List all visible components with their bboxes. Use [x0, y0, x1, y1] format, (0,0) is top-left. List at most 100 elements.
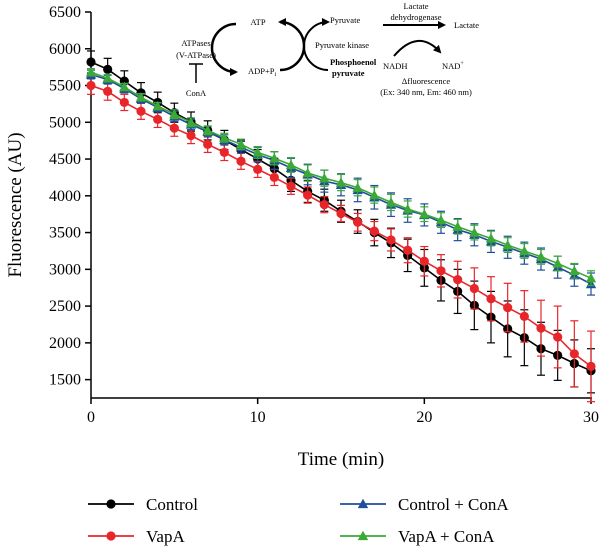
series-layer [85, 50, 597, 403]
legend-swatch-marker [357, 498, 369, 509]
data-point [85, 67, 97, 77]
data-point [86, 80, 96, 91]
data-point [202, 125, 213, 135]
data-point [169, 123, 179, 133]
pyruvate-kinase-arrow [303, 18, 330, 71]
diagram-nadh: NADH [383, 61, 408, 71]
data-point [485, 233, 497, 243]
data-point [469, 227, 480, 237]
data-point [469, 283, 479, 294]
legend-swatch-marker [106, 499, 116, 509]
data-point [252, 147, 263, 157]
data-point [119, 81, 130, 92]
diagram-exem: (Ex: 340 nm, Em: 460 nm) [380, 87, 472, 97]
data-point [285, 159, 297, 170]
legend-swatch-marker [106, 531, 116, 541]
data-point [536, 323, 546, 333]
data-point [135, 92, 147, 102]
data-point [219, 132, 230, 142]
x-ticks: 0 10 20 30 [87, 398, 599, 426]
x-tick-label: 10 [250, 409, 266, 426]
data-point [352, 182, 363, 192]
data-point [236, 156, 246, 166]
data-point [286, 181, 296, 191]
y-tick-label: 5000 [49, 114, 81, 131]
diagram-pyruvate-kinase: Pyruvate kinase [315, 40, 369, 50]
data-point [569, 265, 580, 275]
data-point [453, 275, 463, 285]
legend-label: VapA + ConA [398, 527, 495, 546]
y-tick-label: 3000 [49, 261, 81, 278]
data-point [435, 214, 447, 225]
diagram-ldh-1: Lactate [403, 1, 428, 11]
y-axis-title: Fluorescence (AU) [5, 132, 26, 277]
legend: Control VapA Control + ConA VapA + ConA [88, 495, 509, 546]
data-point [319, 200, 329, 210]
data-point [103, 64, 113, 74]
diagram-pyruvate: Pyruvate [330, 15, 360, 25]
diagram-lactate: Lactate [454, 20, 479, 30]
diagram-adp: ADP+Pi [248, 66, 277, 78]
data-point [186, 130, 196, 141]
data-point [136, 106, 146, 116]
data-point [369, 226, 379, 236]
diagram-atpases: ATPases [181, 38, 210, 48]
legend-label: VapA [146, 527, 185, 546]
data-point [119, 97, 129, 108]
data-point [86, 57, 96, 67]
x-axis-title: Time (min) [298, 449, 384, 470]
data-point [436, 266, 446, 276]
diagram-atp: ATP [250, 17, 265, 27]
series-vapa [86, 76, 596, 403]
data-point [302, 167, 313, 178]
legend-label: Control + ConA [398, 495, 509, 514]
diagram-cona: ConA [186, 88, 207, 98]
legend-item-vapa: VapA [88, 527, 185, 546]
y-ticks: 1500 2000 2500 3000 3500 4000 4500 5000 5500 6000… [49, 4, 91, 389]
series-line [90, 84, 592, 368]
data-point [235, 139, 247, 149]
x-tick-label: 20 [416, 409, 432, 426]
y-tick-label: 4000 [49, 188, 81, 205]
legend-item-control: Control [88, 495, 198, 514]
pathway-diagram: ATPases (V-ATPase) ConA ATP ADP+Pi Pyruv… [176, 1, 479, 98]
legend-swatch-marker [357, 530, 369, 541]
data-point [385, 197, 397, 207]
y-tick-label: 6000 [49, 41, 81, 58]
nadh-arrow [393, 40, 442, 57]
data-point [569, 349, 579, 359]
data-point [169, 108, 180, 119]
data-point [219, 147, 229, 158]
diagram-pyruvate-2: pyruvate [332, 68, 365, 78]
data-point [585, 272, 597, 283]
data-point [552, 258, 563, 268]
data-point [586, 361, 596, 371]
diagram-ldh-2: dehydrogenase [391, 12, 442, 22]
data-point [103, 86, 113, 97]
diagram-phosphoenol: Phosphoenol [330, 57, 377, 67]
legend-item-vapa-cona: VapA + ConA [340, 527, 495, 546]
series-vapa-cona [85, 67, 597, 287]
legend-item-control-cona: Control + ConA [340, 495, 509, 514]
x-tick-label: 0 [87, 409, 95, 426]
data-point [503, 302, 513, 313]
data-point [335, 177, 347, 187]
y-tick-label: 3500 [49, 225, 81, 242]
data-point [419, 256, 429, 266]
y-tick-label: 2000 [49, 335, 81, 352]
data-point [403, 245, 413, 255]
data-point [386, 235, 396, 245]
data-point [535, 251, 547, 261]
x-tick-label: 30 [583, 409, 599, 426]
legend-label: Control [146, 495, 198, 514]
data-point [452, 221, 463, 231]
y-tick-label: 4500 [49, 151, 81, 168]
data-point [253, 164, 263, 174]
data-point [519, 245, 530, 256]
diagram-nad: NAD+ [442, 61, 464, 71]
data-point [402, 203, 413, 214]
data-point [519, 311, 529, 321]
data-point [269, 172, 279, 183]
diagram-vatpase: (V-ATPase) [176, 50, 216, 60]
